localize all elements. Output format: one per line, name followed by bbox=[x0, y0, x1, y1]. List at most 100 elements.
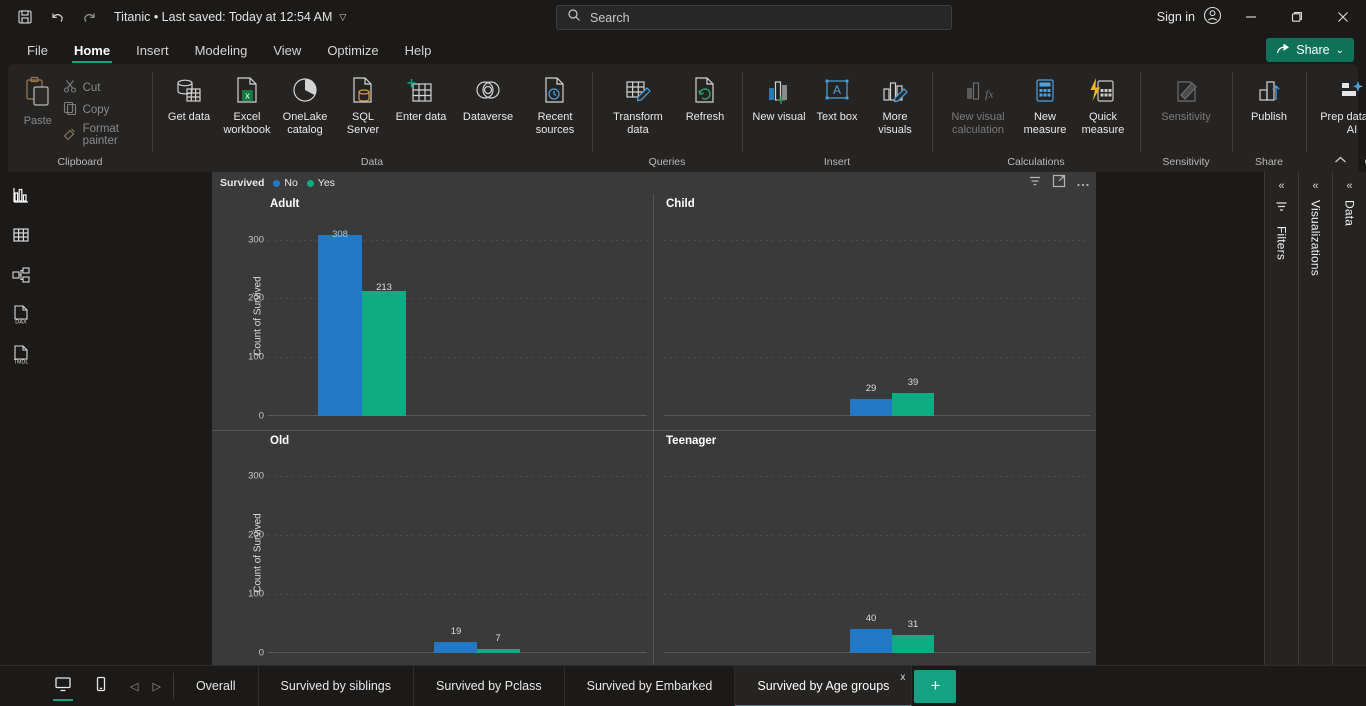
expand-visualizations-chevron-icon[interactable]: « bbox=[1312, 180, 1319, 192]
maximize-icon[interactable] bbox=[1274, 0, 1320, 34]
sidebar-item-table-view[interactable] bbox=[4, 220, 38, 254]
sidebar-item-tmdl-view[interactable]: TMDL bbox=[4, 340, 38, 374]
y-tick-300: 300 bbox=[248, 234, 264, 246]
data-pane[interactable]: « Data bbox=[1332, 172, 1366, 665]
next-page-icon[interactable]: ▷ bbox=[152, 680, 161, 693]
more-visuals-button[interactable]: More visuals bbox=[866, 70, 924, 136]
minimize-icon[interactable] bbox=[1228, 0, 1274, 34]
page-tab-survived-by-siblings[interactable]: Survived by siblings bbox=[259, 665, 414, 706]
y-tick-200: 200 bbox=[248, 292, 264, 304]
sidebar-item-dax-query-view[interactable]: DAX bbox=[4, 300, 38, 334]
save-icon[interactable] bbox=[10, 4, 40, 30]
ribbon-tab-file[interactable]: File bbox=[27, 43, 48, 58]
transform-data-button[interactable]: Transform data bbox=[600, 70, 676, 136]
cut-label: Cut bbox=[82, 81, 101, 94]
ribbon-tab-help[interactable]: Help bbox=[404, 43, 432, 58]
new-visual-button[interactable]: New visual bbox=[750, 70, 808, 124]
previous-page-icon[interactable]: ◁ bbox=[130, 680, 139, 693]
recent-sources-button[interactable]: Recent sources bbox=[526, 70, 584, 136]
bar-child-no[interactable] bbox=[850, 398, 892, 416]
page-tab-overall[interactable]: Overall bbox=[174, 665, 259, 706]
mobile-view-button[interactable] bbox=[84, 671, 118, 701]
dataverse-label: Dataverse bbox=[462, 111, 514, 123]
bar-label-old-yes: 7 bbox=[495, 632, 501, 644]
filter-icon[interactable] bbox=[1028, 174, 1042, 193]
get-data-label: Get data bbox=[167, 111, 211, 123]
search-box[interactable]: Search bbox=[556, 5, 952, 30]
filters-pane[interactable]: « Filters bbox=[1264, 172, 1298, 665]
ribbon-tab-view[interactable]: View bbox=[273, 43, 302, 58]
new-measure-button[interactable]: New measure bbox=[1016, 70, 1074, 136]
format-painter-button[interactable]: Format painter bbox=[60, 122, 144, 148]
cut-button[interactable]: Cut bbox=[60, 78, 144, 97]
plot-area-teenager: 40 31 bbox=[664, 453, 1090, 653]
legend-label-no: No bbox=[284, 177, 298, 189]
bar-adult-yes[interactable] bbox=[362, 290, 406, 416]
plot-child: 29 39 bbox=[654, 216, 1090, 416]
small-multiples-bar-visual[interactable]: Survived No Yes bbox=[212, 172, 1096, 667]
refresh-button[interactable]: Refresh bbox=[676, 70, 734, 124]
sidebar-item-report-view[interactable] bbox=[4, 180, 38, 214]
share-icon bbox=[1276, 42, 1290, 58]
page-tab-survived-by-pclass[interactable]: Survived by Pclass bbox=[414, 665, 565, 706]
ribbon-tab-optimize[interactable]: Optimize bbox=[327, 43, 379, 58]
quick-measure-button[interactable]: Quick measure bbox=[1074, 70, 1132, 136]
legend-item-no[interactable]: No bbox=[273, 177, 298, 189]
new-visual-calculation-button[interactable]: fx New visual calculation bbox=[940, 70, 1016, 136]
bar-teenager-no[interactable] bbox=[850, 629, 892, 653]
page-tab-survived-by-age-groups[interactable]: Survived by Age groups x bbox=[735, 665, 913, 706]
prep-data-for-ai-button[interactable]: Prep data for AI bbox=[1314, 70, 1366, 136]
legend-item-yes[interactable]: Yes bbox=[306, 177, 335, 189]
more-options-icon[interactable] bbox=[1076, 175, 1090, 193]
visualizations-pane[interactable]: « Visualizations bbox=[1298, 172, 1332, 665]
copy-button[interactable]: Copy bbox=[60, 100, 144, 119]
bar-adult-no[interactable] bbox=[318, 234, 362, 416]
get-data-button[interactable]: Get data bbox=[160, 70, 218, 124]
collapse-ribbon-icon[interactable] bbox=[1329, 153, 1352, 170]
ribbon-tab-insert[interactable]: Insert bbox=[136, 43, 169, 58]
page-tab-survived-by-embarked[interactable]: Survived by Embarked bbox=[565, 665, 736, 706]
enter-data-button[interactable]: Enter data bbox=[392, 70, 450, 124]
panel-teenager[interactable]: Teenager 40 3 bbox=[654, 431, 1096, 668]
sensitivity-button[interactable]: Sensitivity bbox=[1148, 70, 1224, 124]
panel-old[interactable]: Old Count of Survived 300 200 100 0 bbox=[212, 430, 654, 667]
bar-old-yes[interactable] bbox=[477, 648, 520, 653]
window-controls-area: Sign in bbox=[1151, 0, 1366, 34]
bar-label-teenager-yes: 31 bbox=[907, 618, 919, 630]
bar-child-yes[interactable] bbox=[892, 392, 934, 416]
title-dropdown-icon[interactable]: ▽ bbox=[339, 11, 347, 22]
excel-workbook-button[interactable]: x Excel workbook bbox=[218, 70, 276, 136]
publish-button[interactable]: Publish bbox=[1240, 70, 1298, 124]
share-button[interactable]: Share ⌄ bbox=[1266, 38, 1354, 62]
legend-swatch-yes bbox=[306, 179, 314, 187]
expand-data-chevron-icon[interactable]: « bbox=[1346, 180, 1353, 192]
redo-icon[interactable] bbox=[74, 4, 104, 30]
focus-mode-icon[interactable] bbox=[1052, 174, 1066, 193]
panel-child[interactable]: Child 29 39 bbox=[654, 194, 1096, 431]
visual-actions bbox=[1028, 174, 1090, 193]
sidebar-item-model-view[interactable] bbox=[4, 260, 38, 294]
bar-teenager-yes[interactable] bbox=[892, 634, 934, 653]
bar-label-child-yes: 39 bbox=[907, 376, 919, 388]
add-page-button[interactable]: + bbox=[914, 669, 957, 703]
page-nav-arrows: ◁ ▷ bbox=[118, 676, 173, 697]
paste-button[interactable]: Paste bbox=[16, 70, 60, 148]
close-tab-icon[interactable]: x bbox=[900, 671, 906, 683]
dataverse-button[interactable]: Dataverse bbox=[450, 70, 526, 124]
text-box-button[interactable]: A Text box bbox=[808, 70, 866, 124]
panel-adult[interactable]: Adult Count of Survived 300 200 100 0 bbox=[212, 194, 654, 431]
ribbon-tab-home[interactable]: Home bbox=[61, 41, 123, 64]
panel-title-child: Child bbox=[666, 198, 695, 210]
undo-icon[interactable] bbox=[42, 4, 72, 30]
close-icon[interactable] bbox=[1320, 0, 1366, 34]
onelake-catalog-button[interactable]: OneLake catalog bbox=[276, 70, 334, 136]
desktop-view-button[interactable] bbox=[46, 671, 80, 701]
report-canvas[interactable]: Survived No Yes bbox=[42, 172, 1264, 667]
account-avatar-icon[interactable] bbox=[1203, 6, 1222, 28]
bar-old-no[interactable] bbox=[434, 641, 477, 653]
sign-in-button[interactable]: Sign in bbox=[1151, 6, 1228, 28]
bar-chart-icon bbox=[11, 185, 31, 210]
ribbon-tab-modeling[interactable]: Modeling bbox=[194, 43, 248, 58]
sql-server-button[interactable]: SQL Server bbox=[334, 70, 392, 136]
expand-filters-chevron-icon[interactable]: « bbox=[1278, 180, 1285, 192]
